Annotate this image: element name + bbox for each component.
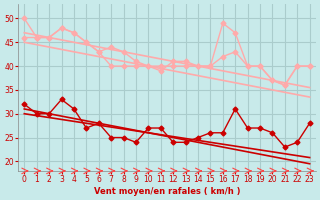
X-axis label: Vent moyen/en rafales ( km/h ): Vent moyen/en rafales ( km/h ) — [94, 187, 240, 196]
